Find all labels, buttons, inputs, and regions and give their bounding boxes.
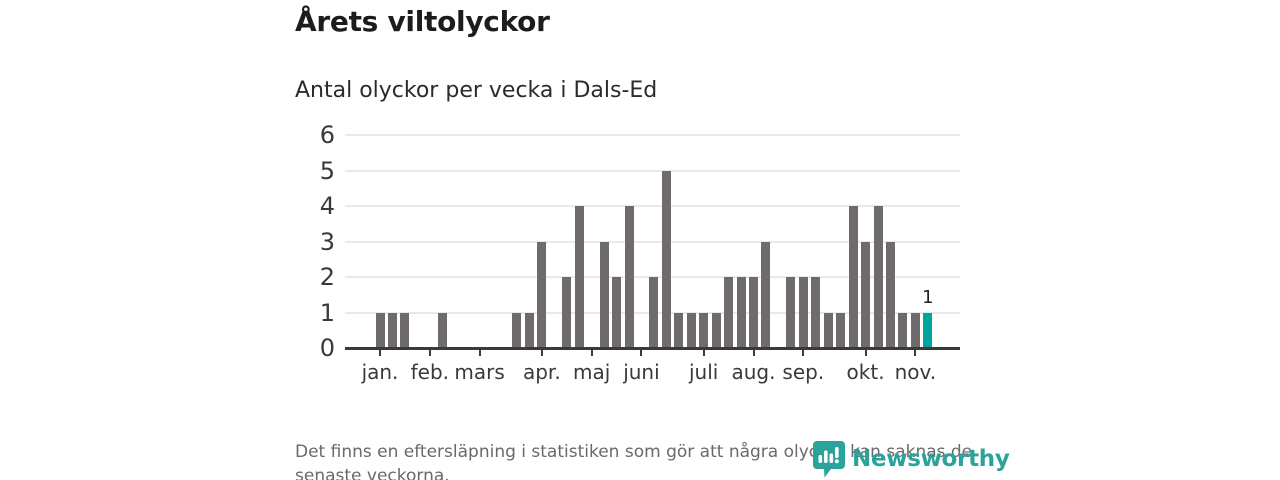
month-tick-juni [640,350,643,356]
newsworthy-pin-barchart-icon [812,440,846,478]
month-tick-juli [702,350,705,356]
bar-week-41 [873,206,883,348]
bar-week-26 [686,312,696,348]
y-axis-label-6: 6 [319,121,335,149]
month-label-feb: feb. [410,360,449,384]
bar-week-27 [699,312,709,348]
bar-week-12 [512,312,522,348]
y-axis-label-3: 3 [319,227,335,256]
bar-week-28 [711,312,721,348]
footer-note-line-1: Det finns en eftersläpning i statistiken… [295,442,973,462]
month-label-mars: mars [454,360,505,384]
month-label-aug: aug. [731,360,776,384]
bar-week-32 [761,241,771,348]
bar-week-37 [823,312,833,348]
month-tick-apr [540,350,543,356]
month-label-sep: sep. [782,360,825,384]
bar-week-24 [661,170,671,348]
bar-week-20 [612,277,622,348]
gridline-y-3 [345,240,960,243]
bar-week-35 [798,277,808,348]
gridline-y-5 [345,169,960,172]
y-axis-label-4: 4 [319,192,335,220]
bar-week-44 [910,312,920,348]
bar-week-17 [574,206,584,348]
y-axis-label-0: 0 [319,334,335,362]
bar-week-34 [786,277,796,348]
newsworthy-wordmark: Newsworthy [852,446,1010,472]
bar-week-39 [848,206,858,348]
footer-note: Det finns en eftersläpning i statistiken… [295,440,972,480]
y-axis-label-2: 2 [319,263,335,291]
bar-week-42 [885,241,895,348]
bar-week-1 [375,312,385,348]
month-tick-okt [864,350,867,356]
bar-week-14 [537,241,547,348]
month-label-apr: apr. [522,360,561,384]
month-label-juli: juli [689,360,719,384]
month-tick-aug [752,350,755,356]
month-label-okt: okt. [846,360,885,384]
bar-week-16 [562,277,572,348]
bar-week-45 [923,312,933,348]
month-tick-mars [478,350,481,356]
bar-week-40 [861,241,871,348]
month-label-juni: juni [623,360,660,384]
gridline-y-6 [345,134,960,136]
bar-week-43 [898,312,908,348]
month-tick-feb [428,350,431,356]
bar-week-23 [649,277,659,348]
bar-week-21 [624,206,634,348]
month-tick-maj [590,350,593,356]
month-label-nov: nov. [894,360,937,384]
month-label-maj: maj [572,360,611,384]
bar-week-36 [811,277,821,348]
bar-week-38 [836,312,846,348]
newsworthy-logo: Newsworthy [812,440,1010,478]
y-axis-label-5: 5 [319,156,335,185]
bar-week-29 [724,277,734,348]
bar-week-6 [437,312,447,348]
bar-week-13 [524,312,534,348]
value-annotation: 1 [922,286,934,308]
month-tick-sep [802,350,805,356]
month-tick-jan [379,350,381,356]
gridline-y-4 [345,205,960,207]
x-axis-line [345,347,960,350]
y-axis-label-1: 1 [319,298,335,327]
bar-week-30 [736,277,746,348]
bar-week-3 [400,312,410,348]
month-label-jan: jan. [361,360,399,384]
bar-week-31 [749,277,758,348]
month-tick-nov [914,350,917,356]
bar-week-19 [599,241,609,348]
bar-week-2 [387,312,397,348]
chart-title: Årets viltolyckor [295,5,550,38]
footer-note-line-2: senaste veckorna. [295,466,450,480]
chart-subtitle: Antal olyckor per vecka i Dals-Ed [295,78,658,103]
bar-week-25 [674,312,684,348]
